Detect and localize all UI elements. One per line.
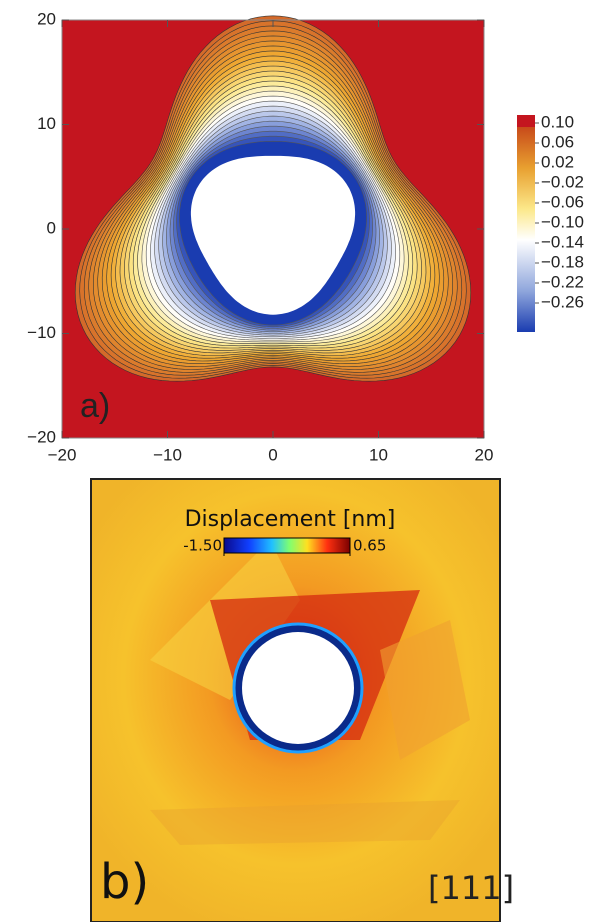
y-tick-label: 0	[47, 218, 56, 237]
colorbar-title: Displacement [nm]	[185, 507, 396, 532]
colorbar-label: 0.65	[353, 537, 386, 555]
colorbar-label: −0.10	[541, 212, 584, 231]
y-tick-label: −10	[27, 323, 56, 342]
colorbar-label: −0.26	[541, 292, 584, 311]
x-tick-label: 20	[475, 445, 494, 464]
x-tick-label: −20	[48, 445, 77, 464]
facet	[380, 620, 470, 760]
colorbar-label: 0.10	[541, 112, 574, 131]
colorbar	[223, 537, 351, 554]
hole	[190, 155, 356, 315]
y-tick-label: 20	[37, 9, 56, 28]
colorbar-label: −0.22	[541, 272, 584, 291]
colorbar-label: -1.50	[183, 537, 222, 555]
y-tick-label: −20	[27, 427, 56, 446]
colorbar-label: −0.14	[541, 232, 584, 251]
panel-label: b)	[100, 854, 149, 910]
annotation: [111]	[428, 869, 514, 907]
colorbar-label: −0.06	[541, 192, 584, 211]
colorbar-label: 0.06	[541, 132, 574, 151]
facet	[150, 800, 460, 845]
colorbar-label: 0.02	[541, 152, 574, 171]
panel-label: a)	[80, 387, 110, 425]
x-tick-label: 10	[369, 445, 388, 464]
colorbar	[517, 127, 535, 332]
colorbar-top	[517, 115, 535, 127]
panel-a: −20 −10 0 10 20−20−10010200.100.060.02−0.02−…	[27, 9, 584, 464]
void	[242, 632, 354, 744]
x-tick-label: 0	[268, 445, 277, 464]
x-tick-label: −10	[153, 445, 182, 464]
colorbar-label: −0.18	[541, 252, 584, 271]
y-tick-label: 10	[37, 114, 56, 133]
colorbar-label: −0.02	[541, 172, 584, 191]
panel-b: Displacement [nm] -1.50 0.65 b) [111]	[90, 478, 514, 922]
